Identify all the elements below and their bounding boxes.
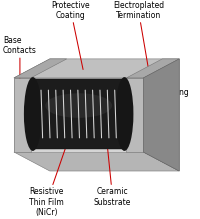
Ellipse shape bbox=[24, 77, 42, 151]
Polygon shape bbox=[14, 59, 179, 78]
Polygon shape bbox=[143, 59, 179, 171]
Polygon shape bbox=[14, 152, 179, 171]
Text: Ceramic
Substrate: Ceramic Substrate bbox=[94, 141, 131, 207]
Text: Electroplated
Termination: Electroplated Termination bbox=[113, 0, 164, 77]
Polygon shape bbox=[14, 78, 31, 152]
Text: Base
Contacts: Base Contacts bbox=[3, 36, 37, 85]
Polygon shape bbox=[143, 59, 179, 171]
Polygon shape bbox=[126, 59, 179, 78]
Polygon shape bbox=[14, 59, 67, 78]
Ellipse shape bbox=[45, 93, 112, 118]
Polygon shape bbox=[126, 78, 143, 152]
Text: Protective
Coating: Protective Coating bbox=[51, 0, 90, 69]
Text: Laser
Trimming: Laser Trimming bbox=[122, 78, 190, 103]
Polygon shape bbox=[14, 78, 143, 152]
Polygon shape bbox=[31, 79, 126, 149]
Ellipse shape bbox=[115, 77, 133, 151]
Text: Resistive
Thin Film
(NiCr): Resistive Thin Film (NiCr) bbox=[29, 136, 70, 217]
